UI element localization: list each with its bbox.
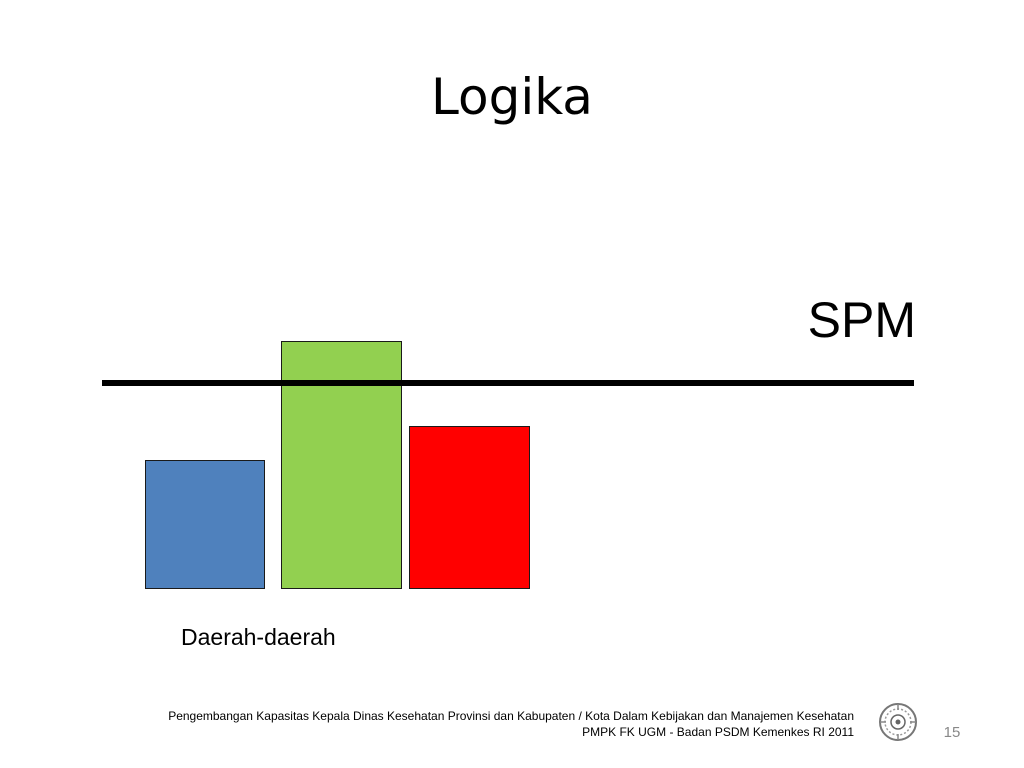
slide-title: Logika (431, 68, 593, 126)
bar-green (281, 341, 402, 589)
footer-line-2: PMPK FK UGM - Badan PSDM Kemenkes RI 201… (582, 725, 854, 739)
footer-line-1: Pengembangan Kapasitas Kepala Dinas Kese… (168, 709, 854, 723)
spm-label: SPM (807, 292, 916, 348)
bar-blue (145, 460, 265, 589)
spm-threshold-line (102, 380, 914, 386)
group-label: Daerah-daerah (181, 624, 336, 650)
university-seal-icon (879, 703, 917, 741)
footer-text: Pengembangan Kapasitas Kepala Dinas Kese… (74, 708, 854, 740)
page-number: 15 (943, 724, 961, 741)
bar-red (409, 426, 530, 589)
